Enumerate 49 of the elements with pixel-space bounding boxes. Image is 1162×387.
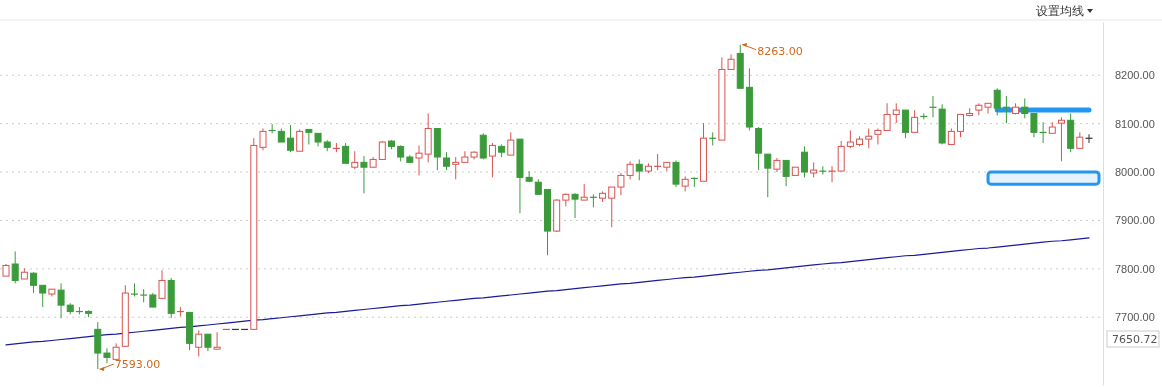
candlestick bbox=[865, 127, 873, 149]
candlestick bbox=[158, 269, 166, 299]
candlestick bbox=[342, 142, 350, 164]
text: 设置均线 bbox=[1036, 4, 1084, 18]
candlestick bbox=[608, 186, 616, 228]
candlestick bbox=[360, 155, 368, 194]
candlestick bbox=[764, 153, 772, 198]
candlestick bbox=[507, 131, 515, 156]
annotation: 7593.00 bbox=[114, 358, 161, 372]
candlestick bbox=[571, 192, 579, 219]
candlestick bbox=[800, 145, 808, 178]
candlestick bbox=[479, 132, 487, 160]
y-tick-label: 8200.00 bbox=[1115, 69, 1155, 82]
annotation: 8263.00 bbox=[757, 44, 803, 58]
candlestick bbox=[296, 128, 304, 152]
candlestick bbox=[103, 347, 111, 364]
candlestick bbox=[11, 250, 19, 284]
candlestick bbox=[195, 329, 203, 357]
y-tick-label: 7700.00 bbox=[1115, 311, 1155, 324]
line-series bbox=[5, 237, 1090, 346]
candlestick bbox=[782, 159, 790, 187]
candlestick bbox=[213, 331, 221, 350]
text: 7650.72 bbox=[1112, 333, 1158, 346]
candlestick bbox=[30, 271, 38, 294]
candlestick bbox=[452, 156, 460, 180]
candlestick bbox=[287, 124, 295, 153]
candlestick bbox=[259, 127, 267, 151]
candlestick bbox=[1057, 116, 1065, 162]
candlestick bbox=[635, 158, 643, 181]
candlestick bbox=[672, 159, 680, 188]
candlestick bbox=[415, 144, 423, 176]
candlestick bbox=[488, 142, 496, 178]
candlestick bbox=[305, 128, 313, 145]
candlestick bbox=[911, 109, 919, 133]
candlestick bbox=[57, 282, 65, 319]
candlestick bbox=[39, 284, 47, 308]
candlestick bbox=[94, 321, 102, 370]
candlestick bbox=[993, 87, 1001, 116]
candlestick bbox=[1030, 112, 1038, 138]
candlestick bbox=[378, 140, 386, 160]
candlestick bbox=[1021, 97, 1029, 119]
candlestick bbox=[892, 102, 900, 124]
y-tick-label: 7800.00 bbox=[1115, 262, 1155, 275]
candlestick bbox=[957, 113, 965, 138]
y-tick-label: 8000.00 bbox=[1115, 166, 1155, 179]
candlestick bbox=[901, 109, 909, 139]
y-tick-label: 7900.00 bbox=[1115, 214, 1155, 227]
y-tick-label: 8100.00 bbox=[1115, 117, 1155, 130]
candlestick bbox=[562, 192, 570, 207]
